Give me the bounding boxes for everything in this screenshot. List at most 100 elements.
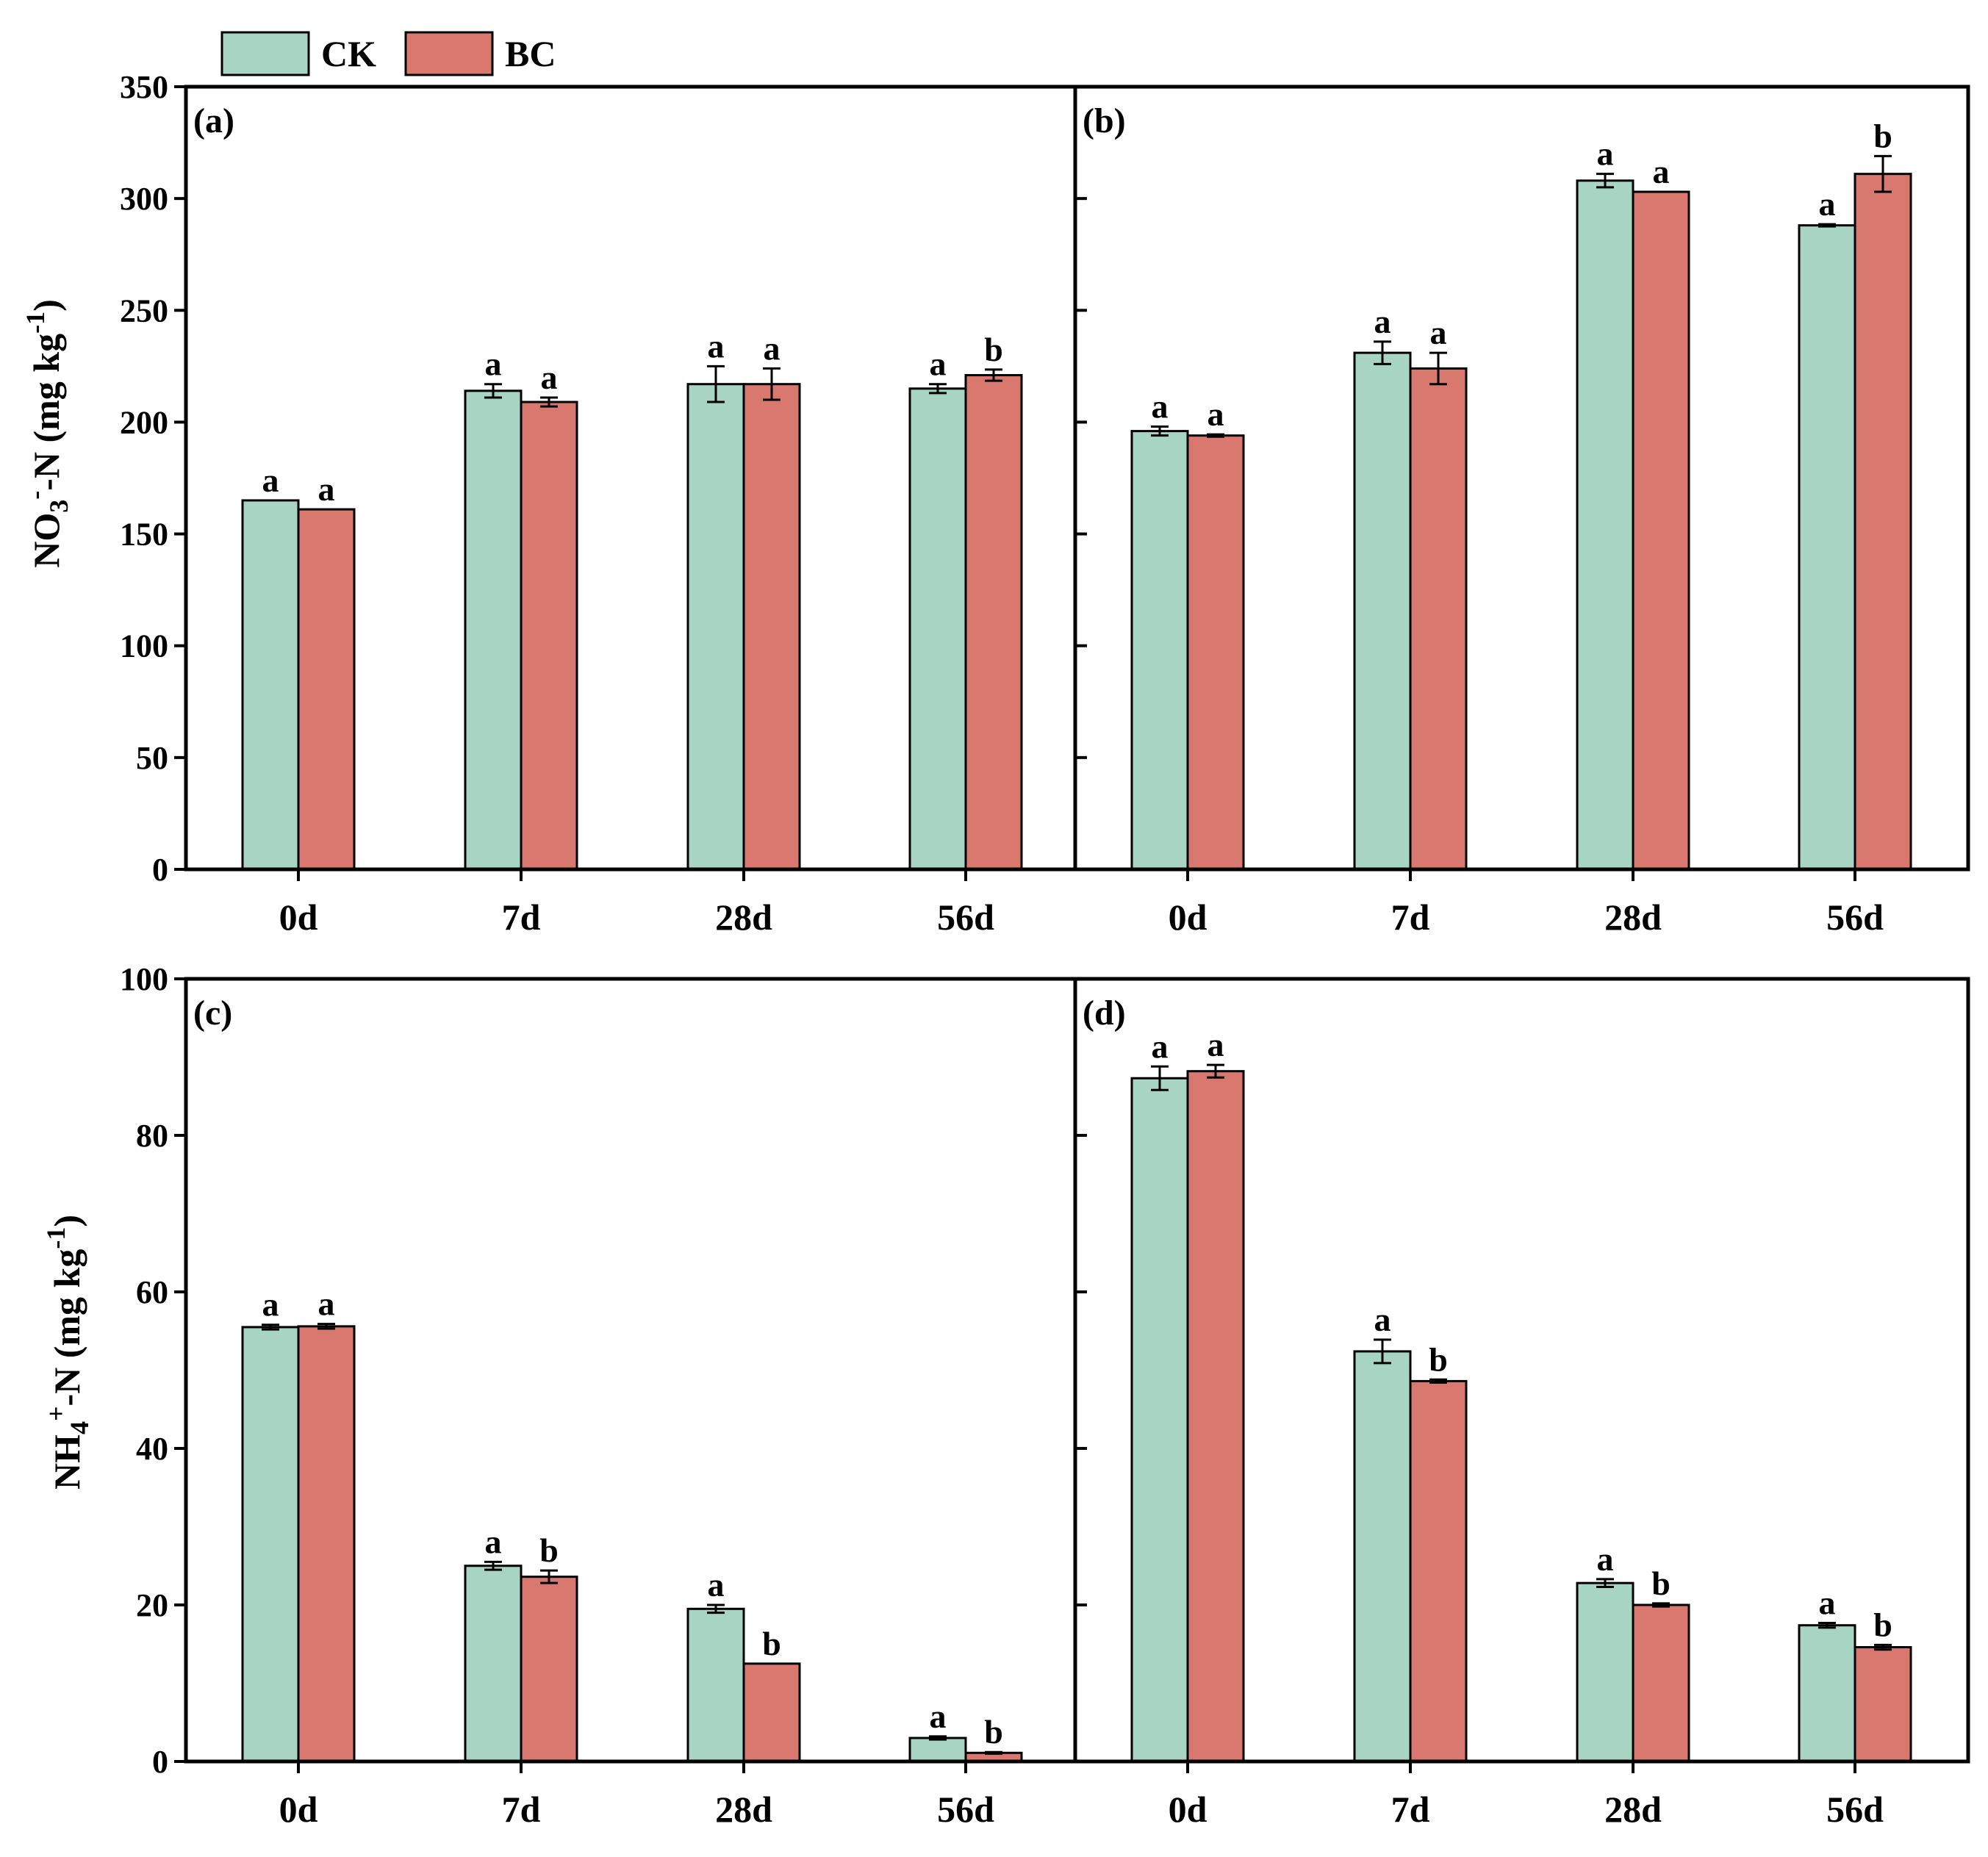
significance-label: a [1374, 303, 1391, 340]
y-axis-label-top: NO3--N (mg kg-1) [21, 299, 73, 568]
y-tick-label: 200 [120, 404, 168, 440]
x-tick-label-0d: 0d [279, 897, 318, 938]
bar-bc-28d [1632, 190, 1690, 871]
bar-ck-56d [908, 387, 967, 871]
significance-label: b [984, 1713, 1003, 1750]
bar-ck-28d [1576, 1581, 1634, 1763]
significance-label: a [1152, 388, 1169, 425]
bar-bc-7d [520, 401, 578, 871]
panel-label: (d) [1083, 994, 1126, 1032]
bar-bc-28d [742, 383, 801, 871]
panel-label: (b) [1083, 101, 1126, 140]
significance-label: a [1207, 395, 1224, 433]
bar-bc-0d [1186, 434, 1245, 871]
significance-label: b [984, 331, 1003, 368]
bar-bc-0d [297, 508, 356, 871]
y-axis-labels: NO3--N (mg kg-1) NH4+-N (mg kg-1) [21, 299, 94, 1490]
significance-label: a [1819, 185, 1836, 223]
panel-label: (a) [193, 101, 234, 140]
bar-bc-7d [1409, 367, 1468, 871]
bar-ck-7d [1353, 351, 1412, 871]
y-tick-label: 100 [120, 628, 168, 664]
significance-label: a [1207, 1026, 1224, 1063]
x-tick-label-7d: 7d [502, 1789, 541, 1830]
significance-label: a [318, 470, 335, 508]
bar-ck-28d [686, 383, 745, 871]
bar-bc-0d [1186, 1070, 1245, 1763]
bar-ck-7d [464, 1565, 523, 1763]
x-tick-label-0d: 0d [279, 1789, 318, 1830]
significance-label: a [262, 1286, 279, 1323]
bar-ck-28d [1576, 179, 1634, 871]
significance-label: a [485, 345, 502, 383]
x-tick-label-56d: 56d [1826, 1789, 1884, 1830]
x-tick-label-56d: 56d [937, 1789, 994, 1830]
significance-label: a [930, 345, 947, 383]
x-tick-label-28d: 28d [715, 897, 772, 938]
bar-bc-7d [1409, 1379, 1468, 1763]
bar-bc-56d [964, 374, 1023, 871]
significance-label: b [1873, 1606, 1892, 1643]
y-tick-label: 0 [152, 1744, 168, 1780]
significance-label: a [1653, 153, 1670, 190]
bar-ck-56d [908, 1736, 967, 1763]
significance-label: b [1429, 1340, 1448, 1378]
significance-label: a [485, 1523, 502, 1560]
x-tick-label-7d: 7d [1391, 1789, 1430, 1830]
legend-label-ck: CK [321, 33, 376, 74]
significance-label: a [541, 359, 558, 396]
bar-ck-28d [686, 1607, 745, 1763]
panel-frame [1073, 977, 1970, 1764]
x-tick-label-0d: 0d [1169, 1789, 1207, 1830]
significance-label: a [1819, 1584, 1836, 1621]
bar-ck-56d [1798, 1624, 1856, 1763]
bar-bc-28d [742, 1662, 801, 1763]
bar-ck-0d [1130, 1077, 1189, 1763]
legend-swatch-bc [404, 31, 494, 76]
x-tick-label-56d: 56d [937, 897, 994, 938]
bar-bc-56d [1854, 1646, 1912, 1763]
y-tick-label: 0 [152, 852, 168, 888]
significance-label: b [539, 1531, 559, 1569]
y-tick-label: 20 [136, 1587, 168, 1623]
x-tick-label-28d: 28d [1604, 897, 1662, 938]
y-tick-label: 350 [120, 69, 168, 105]
y-tick-label: 40 [136, 1431, 168, 1467]
significance-label: a [708, 327, 725, 364]
significance-label: a [930, 1698, 947, 1735]
significance-label: a [318, 1285, 335, 1323]
x-tick-label-7d: 7d [502, 897, 541, 938]
y-tick-label: 80 [136, 1118, 168, 1154]
bar-ck-7d [1353, 1350, 1412, 1763]
y-tick-label: 250 [120, 292, 168, 328]
y-tick-label: 50 [136, 740, 168, 776]
significance-label: a [764, 329, 781, 367]
panel-frame [1073, 85, 1970, 872]
x-tick-label-28d: 28d [715, 1789, 772, 1830]
significance-label: a [1597, 1540, 1614, 1578]
significance-label: a [1152, 1027, 1169, 1065]
y-tick-label: 100 [120, 961, 168, 997]
x-tick-label-56d: 56d [1826, 897, 1884, 938]
x-tick-label-28d: 28d [1604, 1789, 1662, 1830]
bar-bc-56d [1854, 173, 1912, 871]
y-axis-label-bottom: NH4+-N (mg kg-1) [41, 1215, 94, 1490]
significance-label: b [1873, 117, 1892, 154]
panel-label: (c) [193, 994, 232, 1032]
significance-label: a [1430, 314, 1447, 351]
bar-ck-0d [1130, 430, 1189, 871]
legend-label-bc: BC [505, 33, 556, 74]
significance-label: a [262, 461, 279, 499]
significance-label: a [1597, 135, 1614, 173]
y-tick-label: 150 [120, 517, 168, 553]
x-tick-label-7d: 7d [1391, 897, 1430, 938]
bar-ck-56d [1798, 224, 1856, 871]
bar-bc-28d [1632, 1603, 1690, 1763]
x-tick-label-0d: 0d [1169, 897, 1207, 938]
